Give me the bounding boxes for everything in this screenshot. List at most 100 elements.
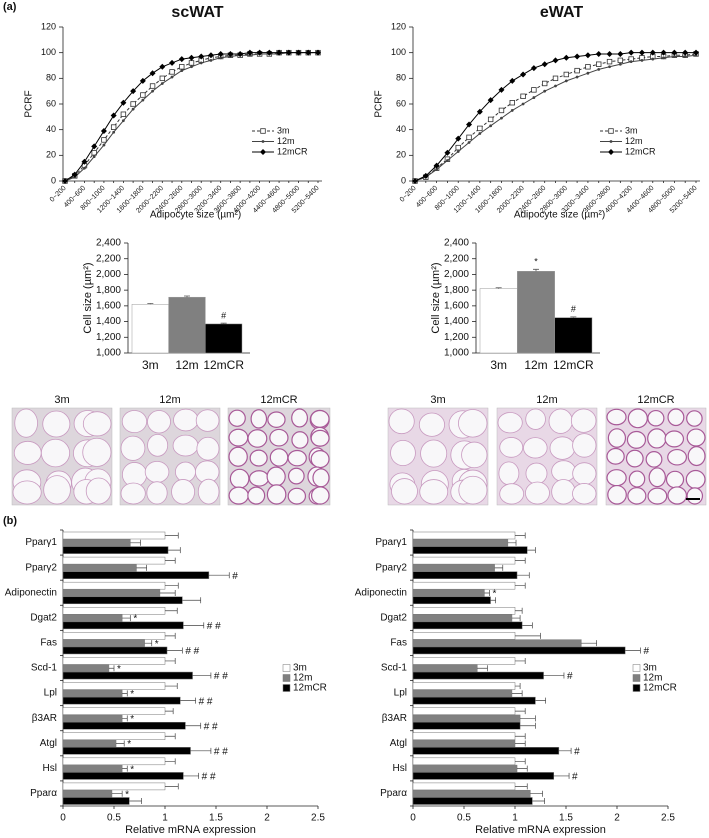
error-bar xyxy=(136,564,147,571)
x-tick-label: 0.5 xyxy=(107,813,121,824)
y-axis-label: PCRF xyxy=(374,90,385,117)
marker xyxy=(455,135,462,142)
cell xyxy=(287,467,305,485)
marker xyxy=(608,65,611,69)
chart-title: scWAT xyxy=(171,4,223,21)
marker xyxy=(629,60,633,64)
cell xyxy=(645,451,663,468)
y-tick-label: Pparγ2 xyxy=(375,562,407,573)
annotation: * xyxy=(493,589,497,600)
bar xyxy=(62,797,130,805)
cell xyxy=(269,428,289,447)
y-tick-label: 120 xyxy=(391,21,406,31)
cell xyxy=(499,437,524,458)
marker xyxy=(498,86,505,93)
y-tick-label: Hsl xyxy=(393,763,407,774)
marker xyxy=(188,60,195,66)
marker xyxy=(563,54,570,61)
error-bar xyxy=(515,758,526,765)
panel-label: (b) xyxy=(3,515,17,527)
error-bar xyxy=(111,790,123,797)
marker xyxy=(489,124,493,128)
marker xyxy=(682,49,689,56)
marker xyxy=(574,53,581,60)
legend-swatch xyxy=(632,684,641,692)
cell xyxy=(548,408,573,434)
bar xyxy=(412,571,518,579)
cell xyxy=(228,409,246,427)
y-tick-label: Fas xyxy=(390,638,407,649)
marker xyxy=(640,58,644,62)
legend-swatch xyxy=(632,674,641,682)
marker xyxy=(606,50,613,57)
marker xyxy=(131,107,135,111)
bar xyxy=(412,621,523,630)
annotation: # # xyxy=(199,696,213,707)
micrograph-label: 12m xyxy=(159,394,180,406)
bar xyxy=(62,639,145,647)
bar xyxy=(412,531,516,540)
marker xyxy=(227,50,234,57)
annotation: * xyxy=(130,714,134,725)
legend-label: 12mCR xyxy=(277,146,308,156)
cell xyxy=(287,449,307,467)
chart-title: eWAT xyxy=(540,4,583,21)
cell xyxy=(606,469,627,487)
error-bar xyxy=(530,790,543,797)
cell xyxy=(497,412,523,434)
bar xyxy=(62,657,166,665)
error-bar xyxy=(520,722,536,729)
cell xyxy=(85,477,112,505)
x-axis-label: Adipocyte size (µm²) xyxy=(514,210,605,221)
cell xyxy=(388,408,415,435)
bar xyxy=(62,664,110,673)
bar xyxy=(412,721,521,730)
marker xyxy=(609,140,613,143)
marker xyxy=(169,69,175,75)
micrograph-label: 12mCR xyxy=(637,394,674,406)
error-bar xyxy=(495,287,502,289)
cell xyxy=(628,470,646,488)
bar xyxy=(62,747,191,755)
error-bar xyxy=(533,268,539,272)
bar xyxy=(62,739,117,748)
cell xyxy=(82,437,112,467)
marker xyxy=(618,62,622,66)
bar xyxy=(412,764,518,773)
error-bar xyxy=(517,765,528,772)
cell xyxy=(458,475,488,505)
error-bar xyxy=(184,295,190,298)
error-bar xyxy=(165,657,176,664)
bar xyxy=(62,764,123,773)
bar xyxy=(412,639,582,647)
bar xyxy=(412,696,536,705)
error-bar xyxy=(185,722,202,729)
y-axis-label: Cell size (µm²) xyxy=(430,262,442,333)
bar xyxy=(62,556,166,565)
marker xyxy=(260,149,266,155)
error-bar xyxy=(167,647,183,654)
cell xyxy=(625,449,644,468)
error-bar xyxy=(484,589,490,596)
marker xyxy=(660,49,667,56)
marker xyxy=(606,58,613,65)
marker xyxy=(100,127,107,134)
cell xyxy=(248,470,270,487)
annotation: # xyxy=(571,304,576,314)
marker xyxy=(207,52,214,59)
error-bar xyxy=(165,607,178,614)
error-bar xyxy=(116,740,125,747)
y-tick-label: 1,000 xyxy=(96,348,121,359)
error-bar xyxy=(159,589,176,596)
y-tick-label: 1,800 xyxy=(444,285,469,296)
marker xyxy=(478,132,482,135)
x-tick-label: 2 xyxy=(264,813,270,824)
annotation: * xyxy=(130,764,134,775)
bar xyxy=(412,682,516,690)
error-bar xyxy=(165,582,179,589)
bar xyxy=(62,782,166,791)
error-bar xyxy=(543,672,565,679)
error-bar xyxy=(165,783,179,790)
series-line xyxy=(64,52,318,182)
y-tick-label: Pparγ1 xyxy=(25,537,57,548)
